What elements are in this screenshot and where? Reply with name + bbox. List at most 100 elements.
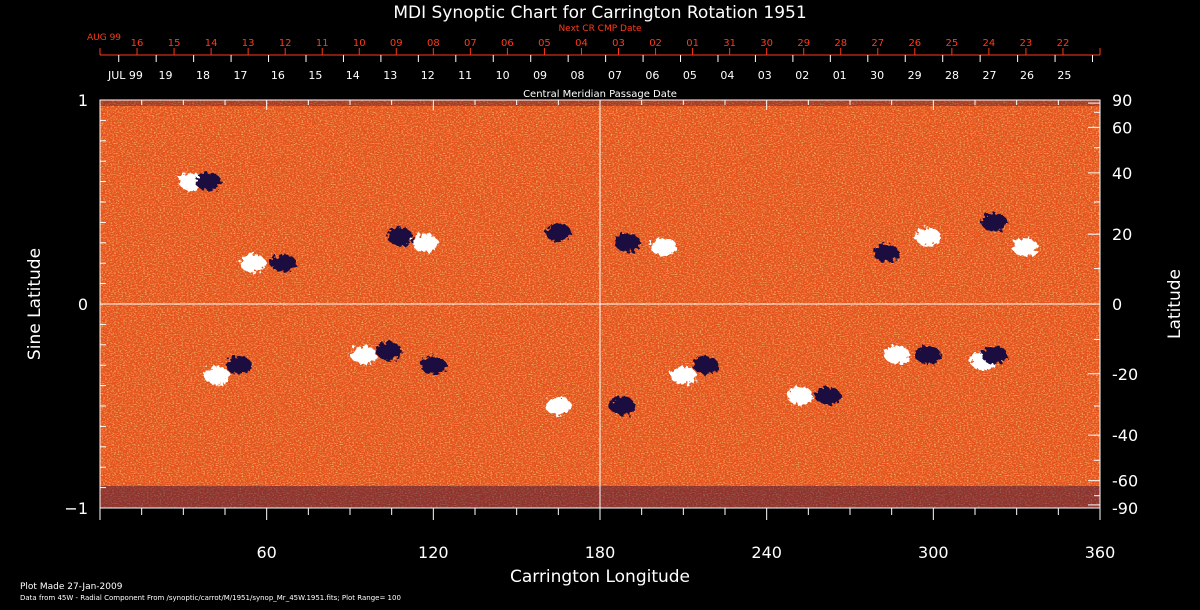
y-left-tick-label: 1 xyxy=(78,91,88,110)
top-axis-start-label: AUG 99 xyxy=(87,33,121,43)
active-region-negative xyxy=(814,386,841,405)
active-region-negative xyxy=(873,244,900,262)
active-region-negative xyxy=(609,397,636,415)
active-region-negative xyxy=(195,172,222,191)
x-axis-tick-label: 240 xyxy=(751,543,782,562)
y-right-tick-label: 20 xyxy=(1112,225,1132,244)
x-axis-label: Carrington Longitude xyxy=(510,567,690,587)
top-axis-tick-label: 30 xyxy=(760,38,773,49)
y-right-tick-label: -20 xyxy=(1112,365,1138,384)
date-axis-tick-label: 09 xyxy=(533,69,547,82)
top-axis-tick-label: 24 xyxy=(983,38,996,49)
active-region-negative xyxy=(981,346,1008,364)
top-axis-tick-label: 06 xyxy=(501,38,514,49)
date-axis-tick-label: 28 xyxy=(945,69,959,82)
active-region-negative xyxy=(692,356,719,375)
date-axis-tick-label: 25 xyxy=(1057,69,1071,82)
y-left-label: Sine Latitude xyxy=(25,248,45,360)
top-axis-tick-label: 29 xyxy=(797,38,810,49)
y-right-tick-label: 0 xyxy=(1112,295,1122,314)
x-axis-ticks: 60 120 180 240 300 360 xyxy=(99,100,1116,562)
active-region-negative xyxy=(545,223,572,242)
date-axis-ticks: 19 18 17 16 15 14 13 12 11 10 09 08 07 06 05 04 03 02 01 30… xyxy=(118,55,1094,82)
top-axis-tick-label: 02 xyxy=(649,38,662,49)
active-region-negative xyxy=(270,254,297,273)
footer-data-source: Data from 45W - Radial Component From /s… xyxy=(20,594,401,602)
top-axis-label: Next CR CMP Date xyxy=(558,24,642,34)
date-axis-tick-label: 29 xyxy=(908,69,922,82)
top-axis-tick-label: 22 xyxy=(1057,38,1070,49)
y-left-tick-label: −1 xyxy=(64,499,88,518)
active-region-positive xyxy=(787,386,813,405)
top-axis-tick-label: 13 xyxy=(242,38,255,49)
date-axis-tick-label: 12 xyxy=(421,69,435,82)
active-region-negative xyxy=(375,341,402,360)
top-axis-tick-label: 27 xyxy=(871,38,884,49)
active-regions xyxy=(178,172,1038,415)
active-region-positive xyxy=(884,346,911,364)
date-axis-tick-label: 06 xyxy=(645,69,659,82)
top-axis-tick-label: 03 xyxy=(612,38,625,49)
date-axis-tick-label: 16 xyxy=(271,69,285,82)
x-axis-tick-label: 60 xyxy=(256,543,276,562)
active-region-positive xyxy=(239,254,266,273)
y-left-tick-label: 0 xyxy=(78,295,88,314)
footer-plot-made: Plot Made 27-Jan-2009 xyxy=(20,582,123,592)
y-right-label: Latitude xyxy=(1165,269,1185,339)
active-region-negative xyxy=(614,233,641,252)
active-region-positive xyxy=(1012,237,1038,256)
date-axis-tick-label: 13 xyxy=(383,69,397,82)
top-axis-tick-label: 12 xyxy=(279,38,292,49)
active-region-positive xyxy=(545,397,572,415)
date-axis-tick-label: 14 xyxy=(346,69,360,82)
chart-title: MDI Synoptic Chart for Carrington Rotati… xyxy=(393,3,806,23)
top-axis-tick-label: 11 xyxy=(316,38,329,49)
top-axis-tick-label: 25 xyxy=(945,38,958,49)
date-axis-tick-label: 26 xyxy=(1020,69,1034,82)
y-right-tick-label: -40 xyxy=(1112,426,1138,445)
active-region-negative xyxy=(387,227,413,246)
top-axis-tick-label: 23 xyxy=(1020,38,1033,49)
y-right-ticks: 90 60 40 20 0 -20 -40 -60 -90 xyxy=(1088,91,1138,518)
top-axis-tick-label: 09 xyxy=(390,38,403,49)
active-region-positive xyxy=(412,233,438,252)
date-axis-tick-label: 03 xyxy=(758,69,772,82)
top-axis-tick-label: 07 xyxy=(464,38,477,49)
active-region-negative xyxy=(420,356,447,375)
date-axis-tick-label: 11 xyxy=(458,69,472,82)
x-axis-tick-label: 120 xyxy=(418,543,449,562)
y-right-tick-label: 40 xyxy=(1112,164,1132,183)
x-axis-tick-label: 360 xyxy=(1085,543,1116,562)
date-axis-tick-label: 04 xyxy=(720,69,734,82)
date-axis-tick-label: 19 xyxy=(159,69,173,82)
x-axis-tick-label: 180 xyxy=(585,543,616,562)
top-axis-tick-label: 08 xyxy=(427,38,440,49)
y-left-ticks: 1 0 −1 xyxy=(64,91,112,518)
date-axis-start-label: JUL 99 xyxy=(107,69,143,82)
date-axis-tick-label: 08 xyxy=(571,69,585,82)
top-axis-tick-label: 01 xyxy=(686,38,699,49)
top-axis-tick-label: 05 xyxy=(538,38,551,49)
top-axis-tick-label: 15 xyxy=(168,38,181,49)
active-region-positive xyxy=(650,237,677,256)
top-axis-tick-label: 14 xyxy=(205,38,218,49)
active-region-positive xyxy=(914,227,941,246)
y-right-tick-label: 60 xyxy=(1112,118,1132,137)
date-axis-tick-label: 07 xyxy=(608,69,622,82)
y-right-tick-label: -90 xyxy=(1112,499,1138,518)
top-axis-tick-label: 10 xyxy=(353,38,366,49)
top-axis-tick-label: 28 xyxy=(834,38,847,49)
active-region-negative xyxy=(981,213,1008,232)
y-right-tick-label: 90 xyxy=(1112,91,1132,110)
date-axis-tick-label: 05 xyxy=(683,69,697,82)
top-axis-tick-label: 04 xyxy=(575,38,588,49)
active-region-negative xyxy=(225,356,252,375)
active-region-negative xyxy=(914,346,941,364)
date-axis-tick-label: 02 xyxy=(795,69,809,82)
date-axis-tick-label: 15 xyxy=(308,69,322,82)
x-axis-tick-label: 300 xyxy=(918,543,949,562)
top-axis-ticks: 16 15 14 13 12 11 10 09 08 07 06 05 04 03 02 01 31 30 29 28… xyxy=(99,38,1101,55)
y-right-tick-label: -60 xyxy=(1112,472,1138,491)
active-region-positive xyxy=(350,346,377,364)
date-axis-tick-label: 10 xyxy=(496,69,510,82)
